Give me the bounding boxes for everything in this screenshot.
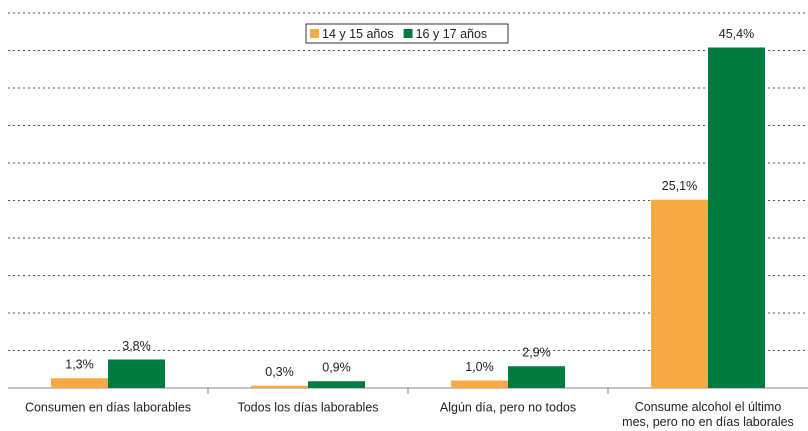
x-tick-label: Consume alcohol el último mes, pero no en…	[622, 400, 794, 429]
data-label: 0,3%	[265, 365, 294, 379]
bar	[51, 378, 108, 388]
bar	[651, 199, 708, 388]
legend-label: 14 y 15 años	[322, 27, 394, 41]
data-label: 1,3%	[65, 358, 94, 372]
data-label: 25,1%	[662, 179, 697, 193]
data-label: 1,0%	[465, 360, 494, 374]
bar	[251, 385, 308, 388]
x-tick-label: Todos los días laborables	[237, 400, 378, 414]
data-label: 3,8%	[122, 339, 151, 353]
data-label: 2,9%	[522, 346, 551, 360]
bar	[308, 381, 365, 388]
legend-label: 16 y 17 años	[416, 27, 488, 41]
bar	[708, 47, 765, 388]
bar	[451, 380, 508, 388]
x-tick-label: Algún día, pero no todos	[440, 400, 576, 414]
bar	[108, 359, 165, 388]
x-tick-label: Consumen en días laborables	[25, 400, 191, 414]
data-label: 0,9%	[322, 361, 351, 375]
data-label: 45,4%	[719, 27, 754, 41]
legend-swatch	[310, 29, 319, 38]
legend-swatch	[403, 29, 413, 38]
bar	[508, 366, 565, 388]
